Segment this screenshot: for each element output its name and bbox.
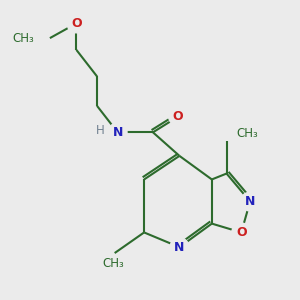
Text: CH₃: CH₃ [12, 32, 34, 45]
Text: H: H [96, 124, 104, 137]
Text: N: N [112, 126, 123, 139]
Circle shape [232, 223, 251, 242]
Text: O: O [236, 226, 247, 239]
Text: O: O [173, 110, 183, 123]
Circle shape [108, 123, 127, 142]
Circle shape [170, 238, 189, 256]
Text: O: O [71, 17, 82, 30]
Text: N: N [174, 241, 184, 254]
Text: CH₃: CH₃ [102, 257, 124, 270]
Text: N: N [245, 195, 255, 208]
Circle shape [241, 192, 260, 211]
Text: CH₃: CH₃ [237, 127, 259, 140]
Circle shape [67, 14, 86, 33]
Circle shape [169, 107, 188, 126]
